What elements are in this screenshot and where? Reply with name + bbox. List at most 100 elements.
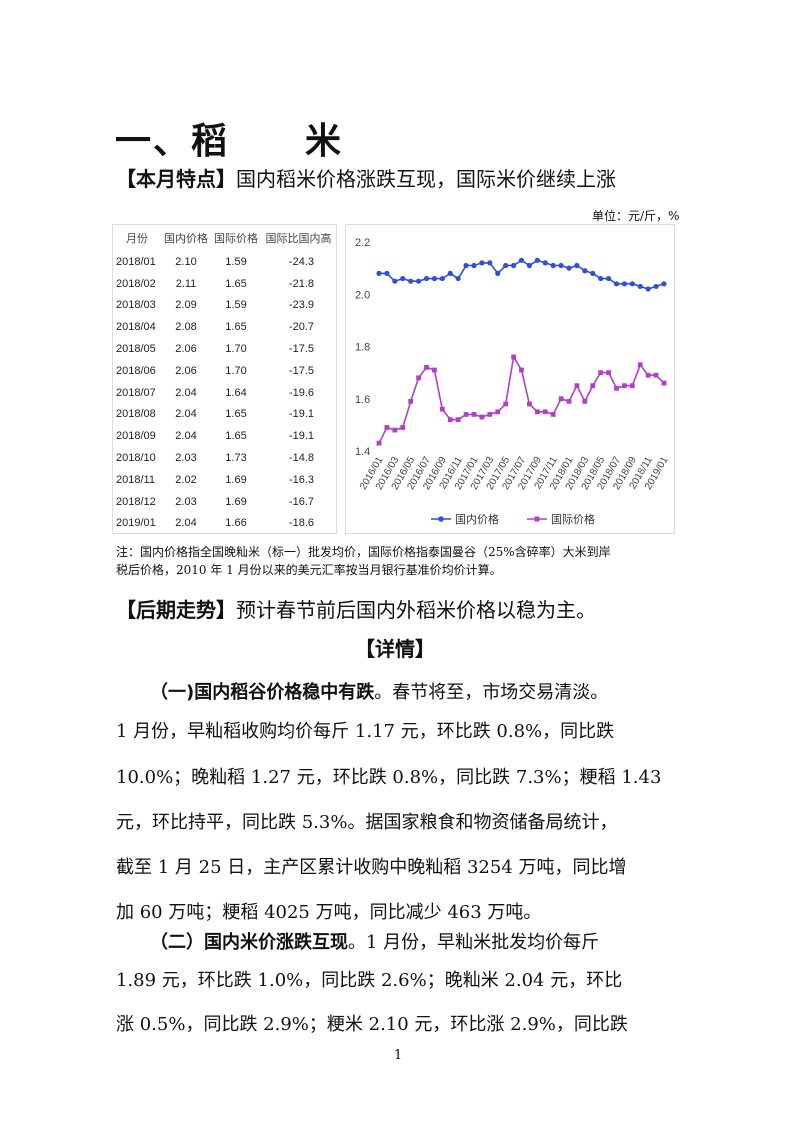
section1-line-2: 1 月份，早籼稻收购均价每斤 1.17 元，环比跌 0.8%，同比跌 bbox=[116, 721, 615, 742]
data-point bbox=[606, 370, 611, 376]
section2-line-3: 涨 0.5%，同比跌 2.9%；粳米 2.10 元，环比涨 2.9%，同比跌 bbox=[116, 1014, 628, 1035]
data-point bbox=[582, 398, 588, 404]
table-header-row: 月份 国内价格 国际价格 国际比国内高 bbox=[113, 225, 336, 251]
legend-label: 国内价格 bbox=[455, 512, 499, 526]
data-point bbox=[408, 278, 414, 284]
data-point bbox=[526, 262, 533, 269]
cell-international: 1.65 bbox=[225, 321, 247, 334]
legend-item-1: 国内价格 bbox=[431, 512, 499, 526]
data-point bbox=[598, 370, 604, 376]
section1-text-1: 。春节将至，市场交易清淡。 bbox=[374, 682, 609, 703]
data-point bbox=[661, 380, 667, 386]
section1-line-3: 10.0%；晚籼稻 1.27 元，环比跌 0.8%，同比跌 7.3%；粳稻 1.… bbox=[116, 767, 662, 788]
data-point bbox=[408, 398, 414, 404]
data-point bbox=[558, 396, 564, 402]
section2-line-1: （二）国内米价涨跌互现。1 月份，早籼米批发均价每斤 bbox=[150, 928, 750, 954]
cell-domestic: 2.04 bbox=[175, 517, 197, 530]
cell-international: 1.59 bbox=[225, 299, 247, 312]
cell-domestic: 2.04 bbox=[175, 430, 197, 443]
data-point bbox=[542, 409, 548, 415]
data-point bbox=[376, 440, 382, 446]
page-title: 一、稻 米 bbox=[115, 121, 344, 162]
cell-domestic: 2.11 bbox=[175, 277, 197, 290]
data-point bbox=[471, 412, 477, 417]
cell-domestic: 2.06 bbox=[175, 364, 197, 377]
cell-difference: -16.7 bbox=[288, 495, 314, 508]
data-point bbox=[479, 260, 485, 266]
section1-line-6: 加 60 万吨；粳稻 4025 万吨，同比减少 463 万吨。 bbox=[116, 902, 542, 923]
cell-international: 1.59 bbox=[225, 255, 247, 268]
data-point bbox=[661, 281, 667, 287]
monthly-feature: 【本月特点】国内稻米价格涨跌互现，国际米价继续上涨 bbox=[116, 163, 616, 192]
monthly-feature-text: 国内稻米价格涨跌互现，国际米价继续上涨 bbox=[236, 167, 616, 191]
data-point bbox=[566, 398, 572, 404]
data-point bbox=[574, 383, 580, 389]
price-chart: 1.4 1.6 1.8 2.0 2.2 2016/01 2016/03 2016/05 2016… bbox=[345, 224, 675, 534]
details-heading: 【详情】 bbox=[355, 637, 435, 661]
cell-domestic: 2.08 bbox=[175, 321, 197, 334]
cell-month: 2018/07 bbox=[116, 386, 156, 399]
data-point bbox=[621, 281, 628, 287]
unit-label: 单位：元/斤，% bbox=[592, 209, 680, 223]
y-tick-label: 1.8 bbox=[355, 342, 370, 354]
cell-international: 1.73 bbox=[225, 452, 247, 465]
data-point bbox=[503, 401, 509, 407]
section1-line-4: 元，环比持平，同比跌 5.3%。据国家粮食和物资储备局统计， bbox=[116, 812, 618, 833]
data-point bbox=[487, 412, 493, 417]
data-point bbox=[605, 275, 612, 282]
data-point bbox=[637, 283, 643, 290]
data-point bbox=[479, 414, 485, 420]
cell-month: 2018/10 bbox=[116, 452, 156, 465]
table-row: 2018/02 2.11 1.65 -21.8 bbox=[113, 273, 336, 295]
table-row: 2018/10 2.03 1.73 -14.8 bbox=[113, 447, 336, 469]
cell-month: 2018/01 bbox=[116, 255, 156, 268]
data-point bbox=[432, 367, 437, 373]
data-point bbox=[384, 425, 390, 430]
data-point bbox=[574, 262, 580, 269]
cell-domestic: 2.06 bbox=[175, 343, 197, 356]
data-point bbox=[653, 372, 659, 378]
section1-line-5: 截至 1 月 25 日，主产区累计收购中晚籼稻 3254 万吨，同比增 bbox=[116, 857, 627, 878]
monthly-feature-label: 【本月特点】 bbox=[116, 167, 236, 191]
data-point bbox=[400, 275, 406, 282]
cell-difference: -24.3 bbox=[288, 255, 314, 268]
cell-difference: -17.5 bbox=[288, 364, 314, 377]
series-line-1 bbox=[379, 259, 665, 290]
cell-domestic: 2.02 bbox=[175, 473, 197, 486]
data-point bbox=[550, 262, 556, 269]
cell-domestic: 2.04 bbox=[175, 386, 197, 399]
price-table: 月份 国内价格 国际价格 国际比国内高 2018/01 2.10 1.59 -24.3… bbox=[112, 224, 337, 534]
data-point bbox=[590, 270, 596, 276]
data-point bbox=[455, 417, 461, 423]
cell-difference: -17.5 bbox=[288, 343, 314, 356]
cell-month: 2018/12 bbox=[116, 495, 156, 508]
cell-difference: -21.8 bbox=[288, 277, 314, 290]
data-point bbox=[653, 283, 659, 290]
cell-domestic: 2.03 bbox=[175, 452, 197, 465]
data-point bbox=[566, 265, 572, 271]
legend-marker bbox=[534, 516, 540, 522]
data-point bbox=[629, 281, 635, 287]
data-point bbox=[392, 427, 398, 433]
cell-difference: -19.6 bbox=[288, 386, 314, 399]
cell-month: 2018/08 bbox=[116, 408, 156, 421]
cell-difference: -19.1 bbox=[288, 408, 314, 421]
section2-text-1: 。1 月份，早籼米批发均价每斤 bbox=[348, 932, 600, 953]
cell-domestic: 2.04 bbox=[175, 408, 197, 421]
legend-label: 国际价格 bbox=[551, 512, 595, 526]
data-point bbox=[510, 262, 517, 269]
data-point bbox=[558, 262, 564, 269]
note-line-2: 税后价格，2010 年 1 月份以来的美元汇率按当月银行基准价均价计算。 bbox=[116, 563, 502, 577]
table-row: 2018/06 2.06 1.70 -17.5 bbox=[113, 360, 336, 382]
table-row: 2018/11 2.02 1.69 -16.3 bbox=[113, 469, 336, 491]
cell-difference: -16.3 bbox=[288, 473, 314, 486]
cell-international: 1.65 bbox=[225, 408, 247, 421]
table-row: 2018/08 2.04 1.65 -19.1 bbox=[113, 404, 336, 426]
data-point bbox=[534, 257, 540, 263]
y-tick-label: 2.0 bbox=[355, 289, 370, 301]
cell-international: 1.70 bbox=[225, 364, 247, 377]
data-point bbox=[645, 372, 651, 378]
note-line-1: 注：国内价格指全国晚籼米（标一）批发均价，国际价格指泰国曼谷（25%含碎率）大米… bbox=[116, 545, 611, 559]
table-row: 2018/01 2.10 1.59 -24.3 bbox=[113, 251, 336, 273]
section1-heading: （一)国内稻谷价格稳中有跌 bbox=[150, 682, 375, 703]
